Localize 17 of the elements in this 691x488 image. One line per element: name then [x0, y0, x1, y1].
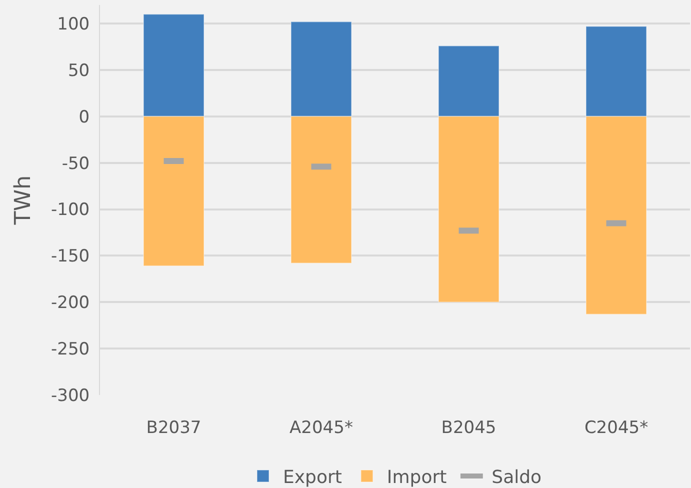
y-tick-label: -250 — [51, 340, 90, 360]
y-axis-title: TWh — [10, 175, 36, 226]
y-tick-label: -200 — [51, 293, 90, 314]
x-tick-label: C2045* — [584, 418, 648, 438]
y-tick-label: -50 — [62, 154, 90, 174]
legend-label: Export — [283, 467, 342, 488]
x-tick-label: B2045 — [441, 418, 496, 438]
y-tick-label: -150 — [51, 246, 90, 267]
y-tick-label: 100 — [57, 14, 90, 35]
x-tick-label: B2037 — [146, 418, 202, 438]
y-tick-label: -300 — [51, 386, 90, 406]
legend-label: Saldo — [492, 467, 542, 488]
y-tick-label: 50 — [68, 60, 90, 81]
y-tick-label: -100 — [51, 200, 90, 220]
x-tick-label: A2045* — [290, 418, 353, 438]
legend-label: Import — [386, 467, 447, 488]
y-tick-label: 0 — [78, 107, 90, 128]
